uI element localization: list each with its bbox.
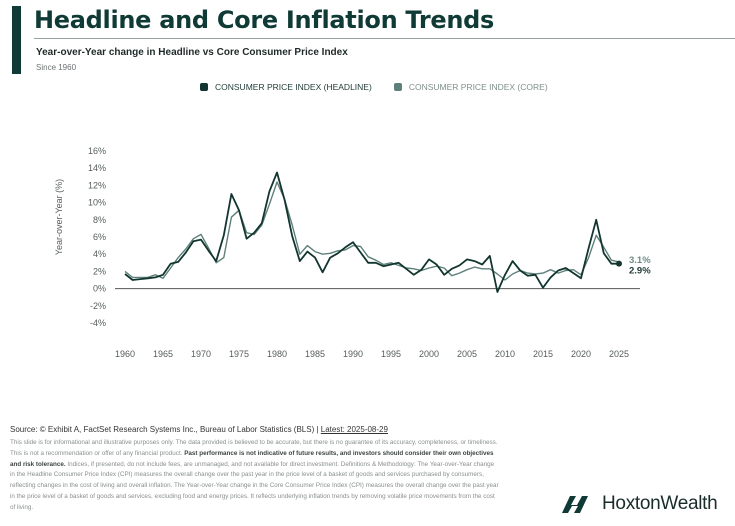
x-tick-label: 1985 — [305, 349, 325, 359]
x-tick-label: 1970 — [191, 349, 211, 359]
x-tick-label: 1975 — [229, 349, 249, 359]
y-tick-label: 0% — [93, 284, 106, 294]
legend-swatch-headline — [200, 83, 208, 91]
title-accent-bar — [12, 6, 21, 74]
hoxton-logo-icon — [562, 496, 588, 513]
legend-label-core: CONSUMER PRICE INDEX (CORE) — [408, 82, 548, 92]
latest-point-marker — [616, 260, 622, 267]
x-tick-label: 2020 — [571, 349, 591, 359]
latest-date: Latest: 2025-08-29 — [320, 425, 388, 434]
x-tick-label: 1960 — [115, 349, 135, 359]
headline-end-label: 2.9% — [629, 266, 651, 277]
x-tick-label: 1990 — [343, 349, 363, 359]
y-tick-label: 10% — [88, 198, 106, 208]
title-divider — [34, 38, 735, 39]
y-tick-label: 8% — [93, 215, 106, 225]
disclaimer-text-2: Indices, if presented, do not include fe… — [10, 460, 499, 511]
x-tick-label: 2000 — [419, 349, 439, 359]
chart-legend: CONSUMER PRICE INDEX (HEADLINE) CONSUMER… — [200, 82, 548, 92]
legend-swatch-core — [393, 83, 402, 91]
y-axis-label: Year-over-Year (%) — [54, 179, 64, 255]
disclaimer: This slide is for informational and illu… — [10, 438, 500, 514]
x-tick-label: 1965 — [153, 349, 173, 359]
headline-cpi-line — [124, 171, 619, 293]
legend-item-core[interactable]: CONSUMER PRICE INDEX (CORE) — [393, 82, 548, 92]
disclaimer-bold: Past performance is not indicative of fu… — [10, 449, 494, 468]
y-tick-label: 14% — [88, 163, 106, 173]
chart-subtitle: Year-over-Year change in Headline vs Cor… — [36, 47, 348, 58]
core-cpi-line — [124, 181, 620, 281]
legend-label-headline: CONSUMER PRICE INDEX (HEADLINE) — [215, 82, 372, 92]
x-tick-label: 2010 — [495, 349, 515, 359]
x-tick-label: 2015 — [533, 349, 553, 359]
brand-logo: HoxtonWealth — [560, 493, 718, 515]
y-tick-label: -4% — [90, 318, 106, 328]
series-lines — [124, 171, 620, 293]
x-tick-label: 1995 — [381, 349, 401, 359]
y-axis-ticks: 16% 14% 12% 10% 8% 6% 4% 2% 0% -2% -4% — [88, 146, 106, 328]
y-tick-label: 6% — [93, 232, 106, 242]
page-title: Headline and Core Inflation Trends — [34, 6, 495, 34]
y-tick-label: -2% — [90, 301, 106, 311]
brand-name: HoxtonWealth — [602, 493, 718, 514]
source-note: Source: © Exhibit A, FactSet Research Sy… — [10, 425, 388, 434]
y-tick-label: 2% — [93, 266, 106, 276]
x-tick-label: 2025 — [609, 349, 629, 359]
source-text: Source: © Exhibit A, FactSet Research Sy… — [10, 425, 321, 434]
y-tick-label: 4% — [93, 249, 106, 259]
x-axis-ticks: 1960 1965 1970 1975 1980 1985 1990 1995 2000 2005… — [115, 349, 629, 359]
core-end-label: 3.1% — [629, 255, 651, 266]
y-tick-label: 16% — [88, 146, 106, 156]
legend-item-headline[interactable]: CONSUMER PRICE INDEX (HEADLINE) — [200, 82, 372, 92]
x-tick-label: 1980 — [267, 349, 287, 359]
line-chart: 16% 14% 12% 10% 8% 6% 4% 2% 0% -2% -4% 1960 1965 197… — [54, 146, 651, 359]
y-tick-label: 12% — [88, 180, 106, 190]
chart-since-note: Since 1960 — [36, 63, 77, 72]
disclaimer-text-1: This slide is for informational and illu… — [10, 439, 498, 457]
x-tick-label: 2005 — [457, 349, 477, 359]
